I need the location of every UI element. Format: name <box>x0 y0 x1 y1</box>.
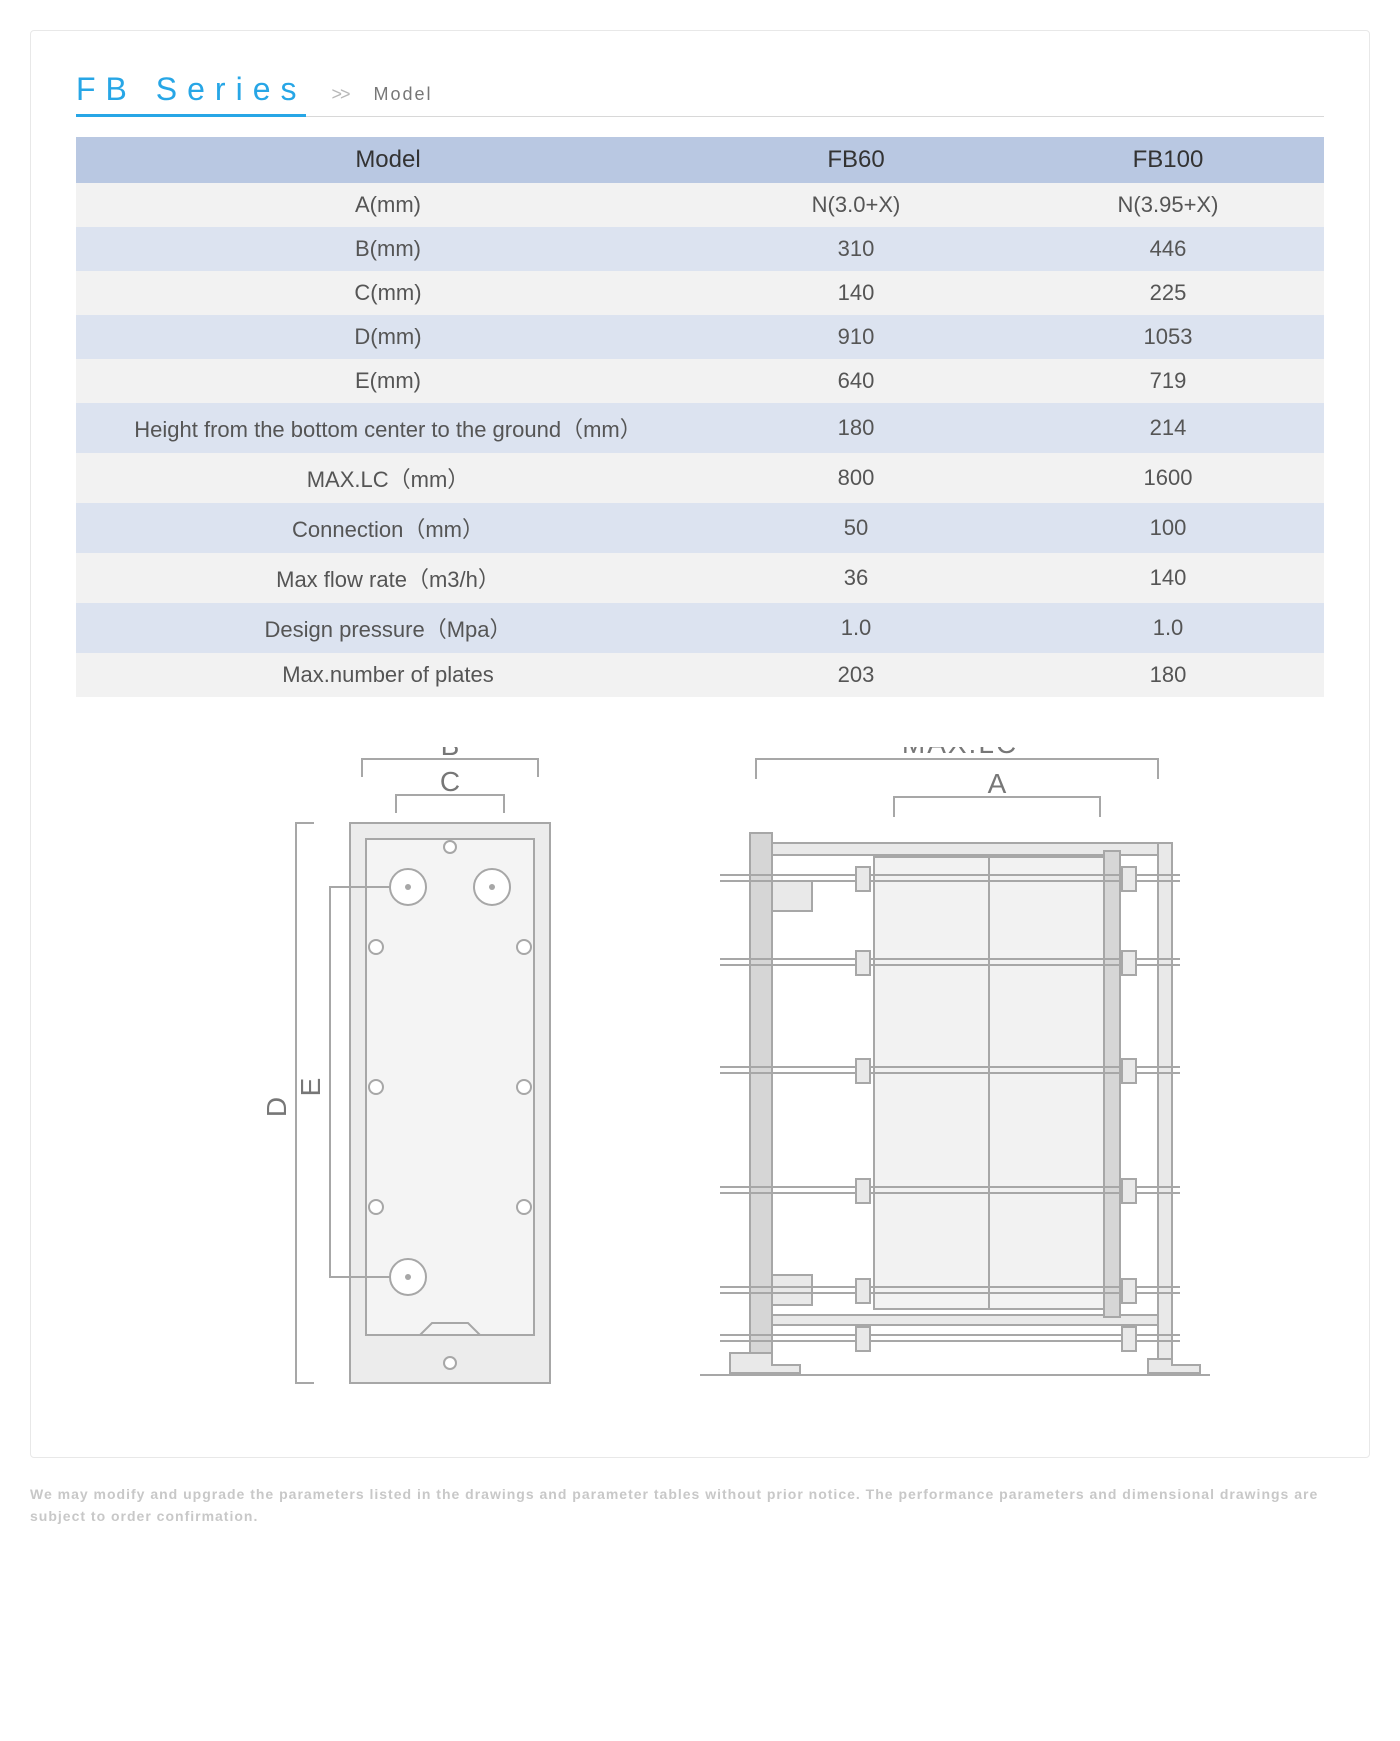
front-view-diagram: B C <box>180 747 600 1427</box>
row-value: 225 <box>1012 271 1324 315</box>
table-row: A(mm)N(3.0+X)N(3.95+X) <box>76 183 1324 227</box>
table-row: Design pressure（Mpa）1.01.0 <box>76 603 1324 653</box>
table-row: Height from the bottom center to the gro… <box>76 403 1324 453</box>
row-value: 203 <box>700 653 1012 697</box>
disclaimer-text: We may modify and upgrade the parameters… <box>30 1483 1370 1528</box>
row-value: 800 <box>700 453 1012 503</box>
row-value: 100 <box>1012 503 1324 553</box>
row-label: Max.number of plates <box>76 653 700 697</box>
label-d: D <box>261 1097 292 1117</box>
side-view-diagram: MAX.LC A <box>660 747 1220 1427</box>
table-header-row: ModelFB60FB100 <box>76 137 1324 183</box>
label-a: A <box>988 768 1007 799</box>
label-b: B <box>441 747 460 761</box>
row-value: 36 <box>700 553 1012 603</box>
table-header-cell: Model <box>76 137 700 183</box>
row-label: A(mm) <box>76 183 700 227</box>
chevrons-icon: >> <box>331 84 348 105</box>
diagram-row: B C <box>76 747 1324 1427</box>
header: FB Series >> Model <box>76 71 1324 117</box>
row-label: E(mm) <box>76 359 700 403</box>
row-value: 50 <box>700 503 1012 553</box>
row-value: N(3.95+X) <box>1012 183 1324 227</box>
table-row: B(mm)310446 <box>76 227 1324 271</box>
row-value: 180 <box>700 403 1012 453</box>
table-header-cell: FB60 <box>700 137 1012 183</box>
row-value: 1600 <box>1012 453 1324 503</box>
row-value: 140 <box>1012 553 1324 603</box>
row-value: 214 <box>1012 403 1324 453</box>
row-value: N(3.0+X) <box>700 183 1012 227</box>
row-value: 719 <box>1012 359 1324 403</box>
row-label: Connection（mm） <box>76 503 700 553</box>
label-maxlc: MAX.LC <box>902 747 1018 759</box>
row-value: 446 <box>1012 227 1324 271</box>
row-value: 180 <box>1012 653 1324 697</box>
row-value: 640 <box>700 359 1012 403</box>
table-row: Max flow rate（m3/h）36140 <box>76 553 1324 603</box>
spec-card: FB Series >> Model ModelFB60FB100 A(mm)N… <box>30 30 1370 1458</box>
table-row: MAX.LC（mm）8001600 <box>76 453 1324 503</box>
table-body: A(mm)N(3.0+X)N(3.95+X)B(mm)310446C(mm)14… <box>76 183 1324 697</box>
row-label: Design pressure（Mpa） <box>76 603 700 653</box>
row-value: 310 <box>700 227 1012 271</box>
row-label: MAX.LC（mm） <box>76 453 700 503</box>
row-label: B(mm) <box>76 227 700 271</box>
row-value: 1.0 <box>700 603 1012 653</box>
label-e: E <box>295 1078 326 1097</box>
series-title: FB Series <box>76 71 306 117</box>
table-row: D(mm)9101053 <box>76 315 1324 359</box>
row-label: C(mm) <box>76 271 700 315</box>
row-label: Height from the bottom center to the gro… <box>76 403 700 453</box>
row-label: Max flow rate（m3/h） <box>76 553 700 603</box>
table-header-cell: FB100 <box>1012 137 1324 183</box>
table-row: E(mm)640719 <box>76 359 1324 403</box>
table-row: C(mm)140225 <box>76 271 1324 315</box>
subtitle: Model <box>374 84 433 105</box>
row-value: 910 <box>700 315 1012 359</box>
row-value: 140 <box>700 271 1012 315</box>
table-row: Connection（mm）50100 <box>76 503 1324 553</box>
row-label: D(mm) <box>76 315 700 359</box>
table-row: Max.number of plates203180 <box>76 653 1324 697</box>
row-value: 1.0 <box>1012 603 1324 653</box>
row-value: 1053 <box>1012 315 1324 359</box>
label-c: C <box>440 766 460 797</box>
spec-table: ModelFB60FB100 A(mm)N(3.0+X)N(3.95+X)B(m… <box>76 137 1324 697</box>
